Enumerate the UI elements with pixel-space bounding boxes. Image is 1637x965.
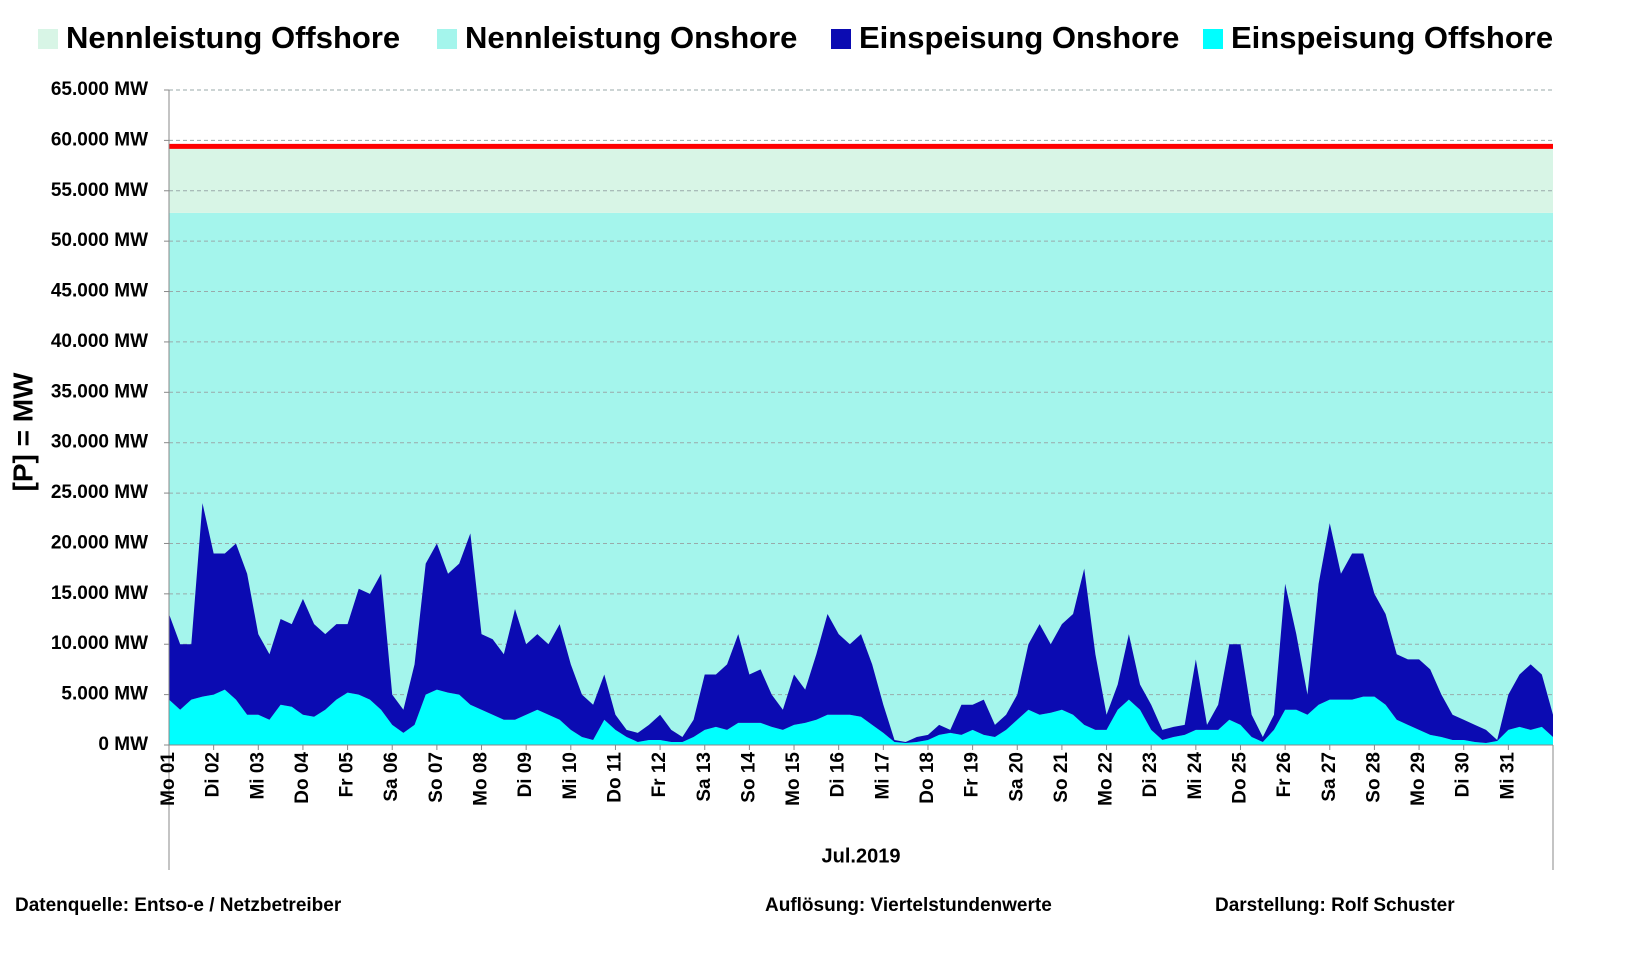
x-tick-label: So 21 [1051, 752, 1072, 803]
x-tick-label: So 07 [426, 752, 447, 803]
x-axis-label: Jul.2019 [822, 845, 901, 867]
y-tick-label: 45.000 MW [51, 281, 148, 302]
x-tick-label: Mi 31 [1497, 752, 1518, 800]
x-tick-label: Mi 10 [560, 752, 581, 800]
legend-label: Einspeisung Onshore [859, 20, 1179, 55]
y-tick-label: 10.000 MW [51, 633, 148, 654]
y-tick-label: 55.000 MW [51, 180, 148, 201]
y-tick-label: 15.000 MW [51, 583, 148, 604]
y-tick-label: 60.000 MW [51, 129, 148, 150]
y-tick-label: 20.000 MW [51, 532, 148, 553]
x-tick-label: Di 02 [203, 752, 224, 797]
x-tick-label: Mo 01 [158, 752, 179, 806]
capacity-band [169, 146, 1553, 213]
legend-swatch [437, 29, 457, 49]
y-tick-label: 65.000 MW [51, 79, 148, 100]
legend-label: Nennleistung Offshore [66, 20, 400, 55]
legend-swatch [1203, 29, 1223, 49]
y-axis-label: [P] = MW [7, 372, 38, 492]
x-tick-label: Do 25 [1229, 752, 1250, 804]
x-tick-label: Di 09 [515, 752, 536, 797]
x-tick-label: Di 30 [1453, 752, 1474, 797]
y-tick-label: 50.000 MW [51, 230, 148, 251]
x-tick-label: Mo 29 [1408, 752, 1429, 806]
legend-label: Nennleistung Onshore [465, 20, 797, 55]
footer-resolution: Auflösung: Viertelstundenwerte [765, 895, 1052, 916]
x-tick-label: Mi 03 [247, 752, 268, 800]
x-tick-label: Mo 22 [1096, 752, 1117, 806]
legend-swatch [38, 29, 58, 49]
area [169, 503, 1553, 743]
x-tick-label: Sa 20 [1006, 752, 1027, 802]
y-tick-label: 30.000 MW [51, 432, 148, 453]
x-tick-label: Do 11 [604, 752, 625, 803]
footer-source: Datenquelle: Entso-e / Netzbetreiber [15, 895, 342, 916]
x-tick-label: Sa 06 [381, 752, 402, 802]
x-tick-label: Do 04 [292, 752, 313, 804]
x-tick-label: Sa 27 [1319, 752, 1340, 802]
x-tick-label: Mo 15 [783, 752, 804, 806]
y-tick-label: 35.000 MW [51, 381, 148, 402]
x-tick-label: Fr 19 [962, 752, 983, 797]
footer-author: Darstellung: Rolf Schuster [1215, 895, 1455, 916]
x-tick-label: Mi 17 [872, 752, 893, 800]
legend-label: Einspeisung Offshore [1231, 20, 1553, 55]
x-tick-label: Mi 24 [1185, 752, 1206, 800]
area [169, 689, 1553, 745]
x-tick-label: Do 18 [917, 752, 938, 804]
x-tick-label: Sa 13 [694, 752, 715, 802]
x-tick-label: Fr 05 [337, 752, 358, 798]
x-tick-label: Fr 26 [1274, 752, 1295, 797]
x-tick-label: Mo 08 [471, 752, 492, 806]
y-tick-label: 5.000 MW [61, 684, 148, 705]
x-tick-label: So 14 [738, 752, 759, 803]
x-tick-label: Di 23 [1140, 752, 1161, 797]
x-tick-label: So 28 [1363, 752, 1384, 803]
y-tick-label: 0 MW [98, 734, 148, 755]
x-tick-label: Fr 12 [649, 752, 670, 797]
x-tick-label: Di 16 [828, 752, 849, 797]
y-tick-label: 40.000 MW [51, 331, 148, 352]
legend-swatch [831, 29, 851, 49]
y-tick-label: 25.000 MW [51, 482, 148, 503]
